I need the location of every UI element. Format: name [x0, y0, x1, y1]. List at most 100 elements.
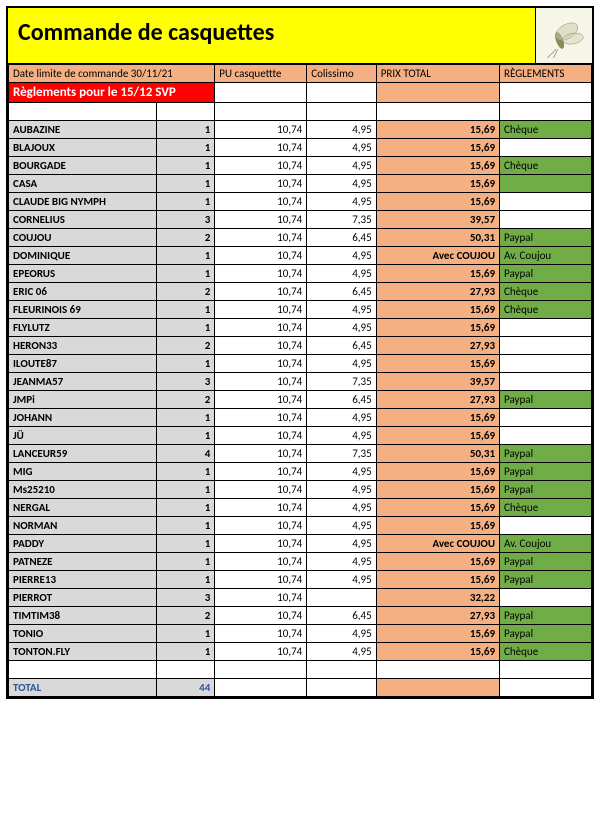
cell-qty: 1 — [156, 535, 214, 553]
cell-total: 15,69 — [376, 481, 499, 499]
cell-colissimo: 7,35 — [307, 211, 377, 229]
blank-row — [9, 661, 592, 679]
table-row: COUJOU210,746,4550,31Paypal — [9, 229, 592, 247]
cell-name: EPEORUS — [9, 265, 157, 283]
table-row: ERIC 06210,746,4527,93Chèque — [9, 283, 592, 301]
table-row: PIERROT310,7432,22 — [9, 589, 592, 607]
cell-qty: 1 — [156, 481, 214, 499]
cell-qty: 3 — [156, 373, 214, 391]
cell-name: BLAJOUX — [9, 139, 157, 157]
cell-qty: 2 — [156, 229, 214, 247]
table-row: FLEURINOIS 69110,744,9515,69Chèque — [9, 301, 592, 319]
table-row: NORMAN110,744,9515,69 — [9, 517, 592, 535]
cell-total: 15,69 — [376, 643, 499, 661]
cell-colissimo: 4,95 — [307, 301, 377, 319]
cell-payment: Paypal — [500, 607, 592, 625]
header-pu: PU casquettte — [215, 65, 307, 83]
cell-pu: 10,74 — [215, 211, 307, 229]
table-row: MIG110,744,9515,69Paypal — [9, 463, 592, 481]
cell-name: NERGAL — [9, 499, 157, 517]
cell-total: 15,69 — [376, 409, 499, 427]
mayfly-image — [535, 8, 592, 63]
table-row: LANCEUR59410,747,3550,31Paypal — [9, 445, 592, 463]
cell-total: 15,69 — [376, 355, 499, 373]
cell-name: JEANMA57 — [9, 373, 157, 391]
cell-qty: 2 — [156, 391, 214, 409]
table-row: JMPi210,746,4527,93Paypal — [9, 391, 592, 409]
cell-payment: Av. Coujou — [500, 535, 592, 553]
cell-qty: 1 — [156, 643, 214, 661]
cell-name: JMPi — [9, 391, 157, 409]
cell-payment: Paypal — [500, 481, 592, 499]
cell-colissimo: 4,95 — [307, 157, 377, 175]
cell-name: DOMINIQUE — [9, 247, 157, 265]
cell-colissimo — [307, 589, 377, 607]
cell-pu: 10,74 — [215, 625, 307, 643]
cell-pu: 10,74 — [215, 265, 307, 283]
cell-colissimo: 6,45 — [307, 229, 377, 247]
cell-qty: 1 — [156, 247, 214, 265]
table-row: FLYLUTZ110,744,9515,69 — [9, 319, 592, 337]
table-row: TONIO110,744,9515,69Paypal — [9, 625, 592, 643]
table-row: PADDY110,744,95Avec COUJOUAv. Coujou — [9, 535, 592, 553]
cell-total: 27,93 — [376, 391, 499, 409]
cell-colissimo: 4,95 — [307, 139, 377, 157]
cell-pu: 10,74 — [215, 427, 307, 445]
cell-colissimo: 4,95 — [307, 535, 377, 553]
cell-total: 15,69 — [376, 193, 499, 211]
cell-total: 15,69 — [376, 265, 499, 283]
table-row: JOHANN110,744,9515,69 — [9, 409, 592, 427]
cell-name: FLYLUTZ — [9, 319, 157, 337]
cell-total: 50,31 — [376, 445, 499, 463]
cell-payment: Paypal — [500, 553, 592, 571]
cell-colissimo: 4,95 — [307, 355, 377, 373]
cell-payment: Paypal — [500, 625, 592, 643]
cell-name: CORNELIUS — [9, 211, 157, 229]
cell-colissimo: 4,95 — [307, 409, 377, 427]
cell-payment: Chèque — [500, 499, 592, 517]
cell-payment: Chèque — [500, 283, 592, 301]
cell-name: ERIC 06 — [9, 283, 157, 301]
cell-name: FLEURINOIS 69 — [9, 301, 157, 319]
cell-pu: 10,74 — [215, 535, 307, 553]
cell-qty: 1 — [156, 301, 214, 319]
header-reglements: RÈGLEMENTS — [500, 65, 592, 83]
cell-payment: Chèque — [500, 157, 592, 175]
notice-row: Règlements pour le 15/12 SVP — [9, 83, 592, 103]
cell-payment: Chèque — [500, 643, 592, 661]
table-row: AUBAZINE110,744,9515,69Chèque — [9, 121, 592, 139]
cell-pu: 10,74 — [215, 409, 307, 427]
cell-payment: Paypal — [500, 391, 592, 409]
table-row: JEANMA57310,747,3539,57 — [9, 373, 592, 391]
table-row: CORNELIUS310,747,3539,57 — [9, 211, 592, 229]
cell-total: 15,69 — [376, 301, 499, 319]
cell-pu: 10,74 — [215, 355, 307, 373]
cell-total: 15,69 — [376, 499, 499, 517]
header-prix-total: PRIX TOTAL — [376, 65, 499, 83]
cell-name: TONIO — [9, 625, 157, 643]
total-label: TOTAL — [9, 679, 157, 697]
cell-pu: 10,74 — [215, 229, 307, 247]
cell-total: 15,69 — [376, 625, 499, 643]
cell-name: CLAUDE BIG NYMPH — [9, 193, 157, 211]
cell-pu: 10,74 — [215, 157, 307, 175]
cell-total: 50,31 — [376, 229, 499, 247]
table-row: NERGAL110,744,9515,69Chèque — [9, 499, 592, 517]
cell-pu: 10,74 — [215, 337, 307, 355]
cell-total: 39,57 — [376, 373, 499, 391]
cell-qty: 3 — [156, 211, 214, 229]
cell-total: 15,69 — [376, 517, 499, 535]
cell-colissimo: 4,95 — [307, 643, 377, 661]
cell-payment — [500, 409, 592, 427]
cell-colissimo: 4,95 — [307, 517, 377, 535]
cell-pu: 10,74 — [215, 517, 307, 535]
cell-payment: Av. Coujou — [500, 247, 592, 265]
cell-total: 32,22 — [376, 589, 499, 607]
page-title: Commande de casquettes — [8, 8, 535, 63]
cell-qty: 3 — [156, 589, 214, 607]
cell-colissimo: 6,45 — [307, 337, 377, 355]
cell-pu: 10,74 — [215, 121, 307, 139]
cell-qty: 1 — [156, 193, 214, 211]
table-row: CASA110,744,9515,69 — [9, 175, 592, 193]
cell-total: 15,69 — [376, 121, 499, 139]
